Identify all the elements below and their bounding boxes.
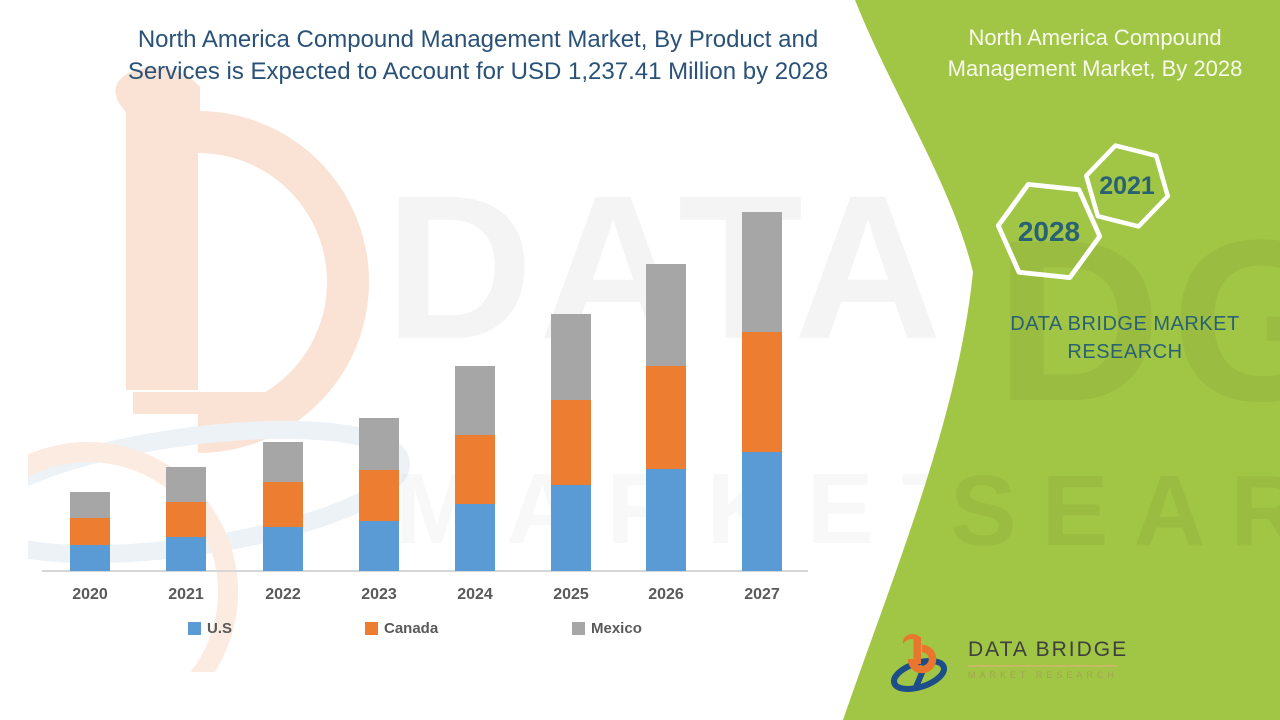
bar-2021 [166, 467, 206, 571]
x-axis-label-2024: 2024 [457, 586, 493, 603]
logo-text-block: DATA BRIDGE MARKET RESEARCH [968, 638, 1128, 680]
legend-item-us: U.S [188, 620, 232, 637]
bar-segment-mexico [646, 264, 686, 366]
watermark-circle [28, 442, 238, 672]
legend-label-mexico: Mexico [591, 620, 642, 637]
bar-segment-mexico [263, 442, 303, 482]
logo-name: DATA BRIDGE [968, 638, 1129, 661]
bar-segment-mexico [455, 366, 495, 435]
bar-segment-canada [359, 470, 399, 521]
x-axis-label-2026: 2026 [648, 586, 684, 603]
bar-segment-canada [166, 502, 206, 537]
bar-2024 [455, 366, 495, 571]
bar-segment-mexico [70, 492, 110, 518]
watermark-green-row1: DGE [995, 192, 1280, 449]
bar-segment-mexico [742, 212, 782, 332]
legend-item-mexico: Mexico [572, 620, 642, 637]
bar-2026 [646, 264, 686, 571]
watermark-b-underline [133, 392, 293, 414]
hexagon-2028 [995, 181, 1103, 281]
legend-item-canada: Canada [365, 620, 438, 637]
hexagon-2021 [1083, 143, 1171, 229]
bar-segment-us [263, 527, 303, 571]
x-axis-line [42, 570, 808, 572]
bar-segment-canada [455, 435, 495, 504]
hexagon-label-2021: 2021 [1099, 172, 1155, 200]
bar-2022 [263, 442, 303, 571]
bar-segment-us [551, 485, 591, 571]
side-panel-background: DGE SEARCH [843, 0, 1280, 720]
legend-swatch-mexico [572, 622, 585, 635]
side-panel-heading: North America Compound Management Market… [947, 25, 1243, 81]
x-axis-label-2021: 2021 [168, 586, 204, 603]
logo-b-bowl [907, 644, 937, 674]
watermark-b-stem [126, 85, 198, 390]
x-axis-label-2027: 2027 [744, 586, 780, 603]
hexagon-label-2028: 2028 [1017, 216, 1081, 247]
x-axis-label-2022: 2022 [265, 586, 301, 603]
legend-label-us: U.S [207, 620, 233, 637]
bar-2027 [742, 212, 782, 571]
logo-b-stem [913, 637, 921, 664]
x-axis-label-2020: 2020 [72, 586, 108, 603]
x-axis-label-2023: 2023 [361, 586, 397, 603]
bar-segment-us [70, 545, 110, 571]
logo-underline [968, 665, 1118, 667]
watermark-b-bowl [197, 111, 369, 453]
legend-label-canada: Canada [384, 620, 439, 637]
bar-2025 [551, 314, 591, 571]
watermark-logo-b [28, 67, 411, 672]
plot-area: U.S Canada Mexico 2020 2021 2022 2023 2024 2025… [42, 212, 808, 637]
side-panel-shape [843, 0, 1280, 720]
bar-segment-canada [646, 366, 686, 469]
watermark-green-row2: SEARCH [950, 455, 1280, 567]
chart-title: North America Compound Management Market… [127, 26, 829, 85]
bar-segment-us [359, 521, 399, 571]
dbmr-logo: DATA BRIDGE MARKET RESEARCH [886, 630, 1128, 696]
bar-segment-canada [551, 400, 591, 485]
bar-segment-mexico [551, 314, 591, 400]
legend-swatch-us [188, 622, 201, 635]
bar-2023 [359, 418, 399, 571]
bar-segment-us [646, 469, 686, 571]
bar-segment-us [455, 504, 495, 571]
legend-swatch-canada [365, 622, 378, 635]
bar-segment-canada [263, 482, 303, 527]
side-panel-brand-text: DATA BRIDGE MARKET RESEARCH [1010, 313, 1240, 363]
dbmr-logo-mark [890, 634, 948, 692]
bar-segment-canada [70, 518, 110, 545]
bar-2020 [70, 492, 110, 571]
bar-segment-mexico [166, 467, 206, 502]
bar-segment-mexico [359, 418, 399, 470]
bar-segment-us [166, 537, 206, 571]
logo-tagline: MARKET RESEARCH [968, 670, 1118, 680]
x-axis-label-2025: 2025 [553, 586, 589, 603]
bar-segment-us [742, 452, 782, 571]
logo-b-hook [902, 634, 921, 644]
bar-segment-canada [742, 332, 782, 452]
